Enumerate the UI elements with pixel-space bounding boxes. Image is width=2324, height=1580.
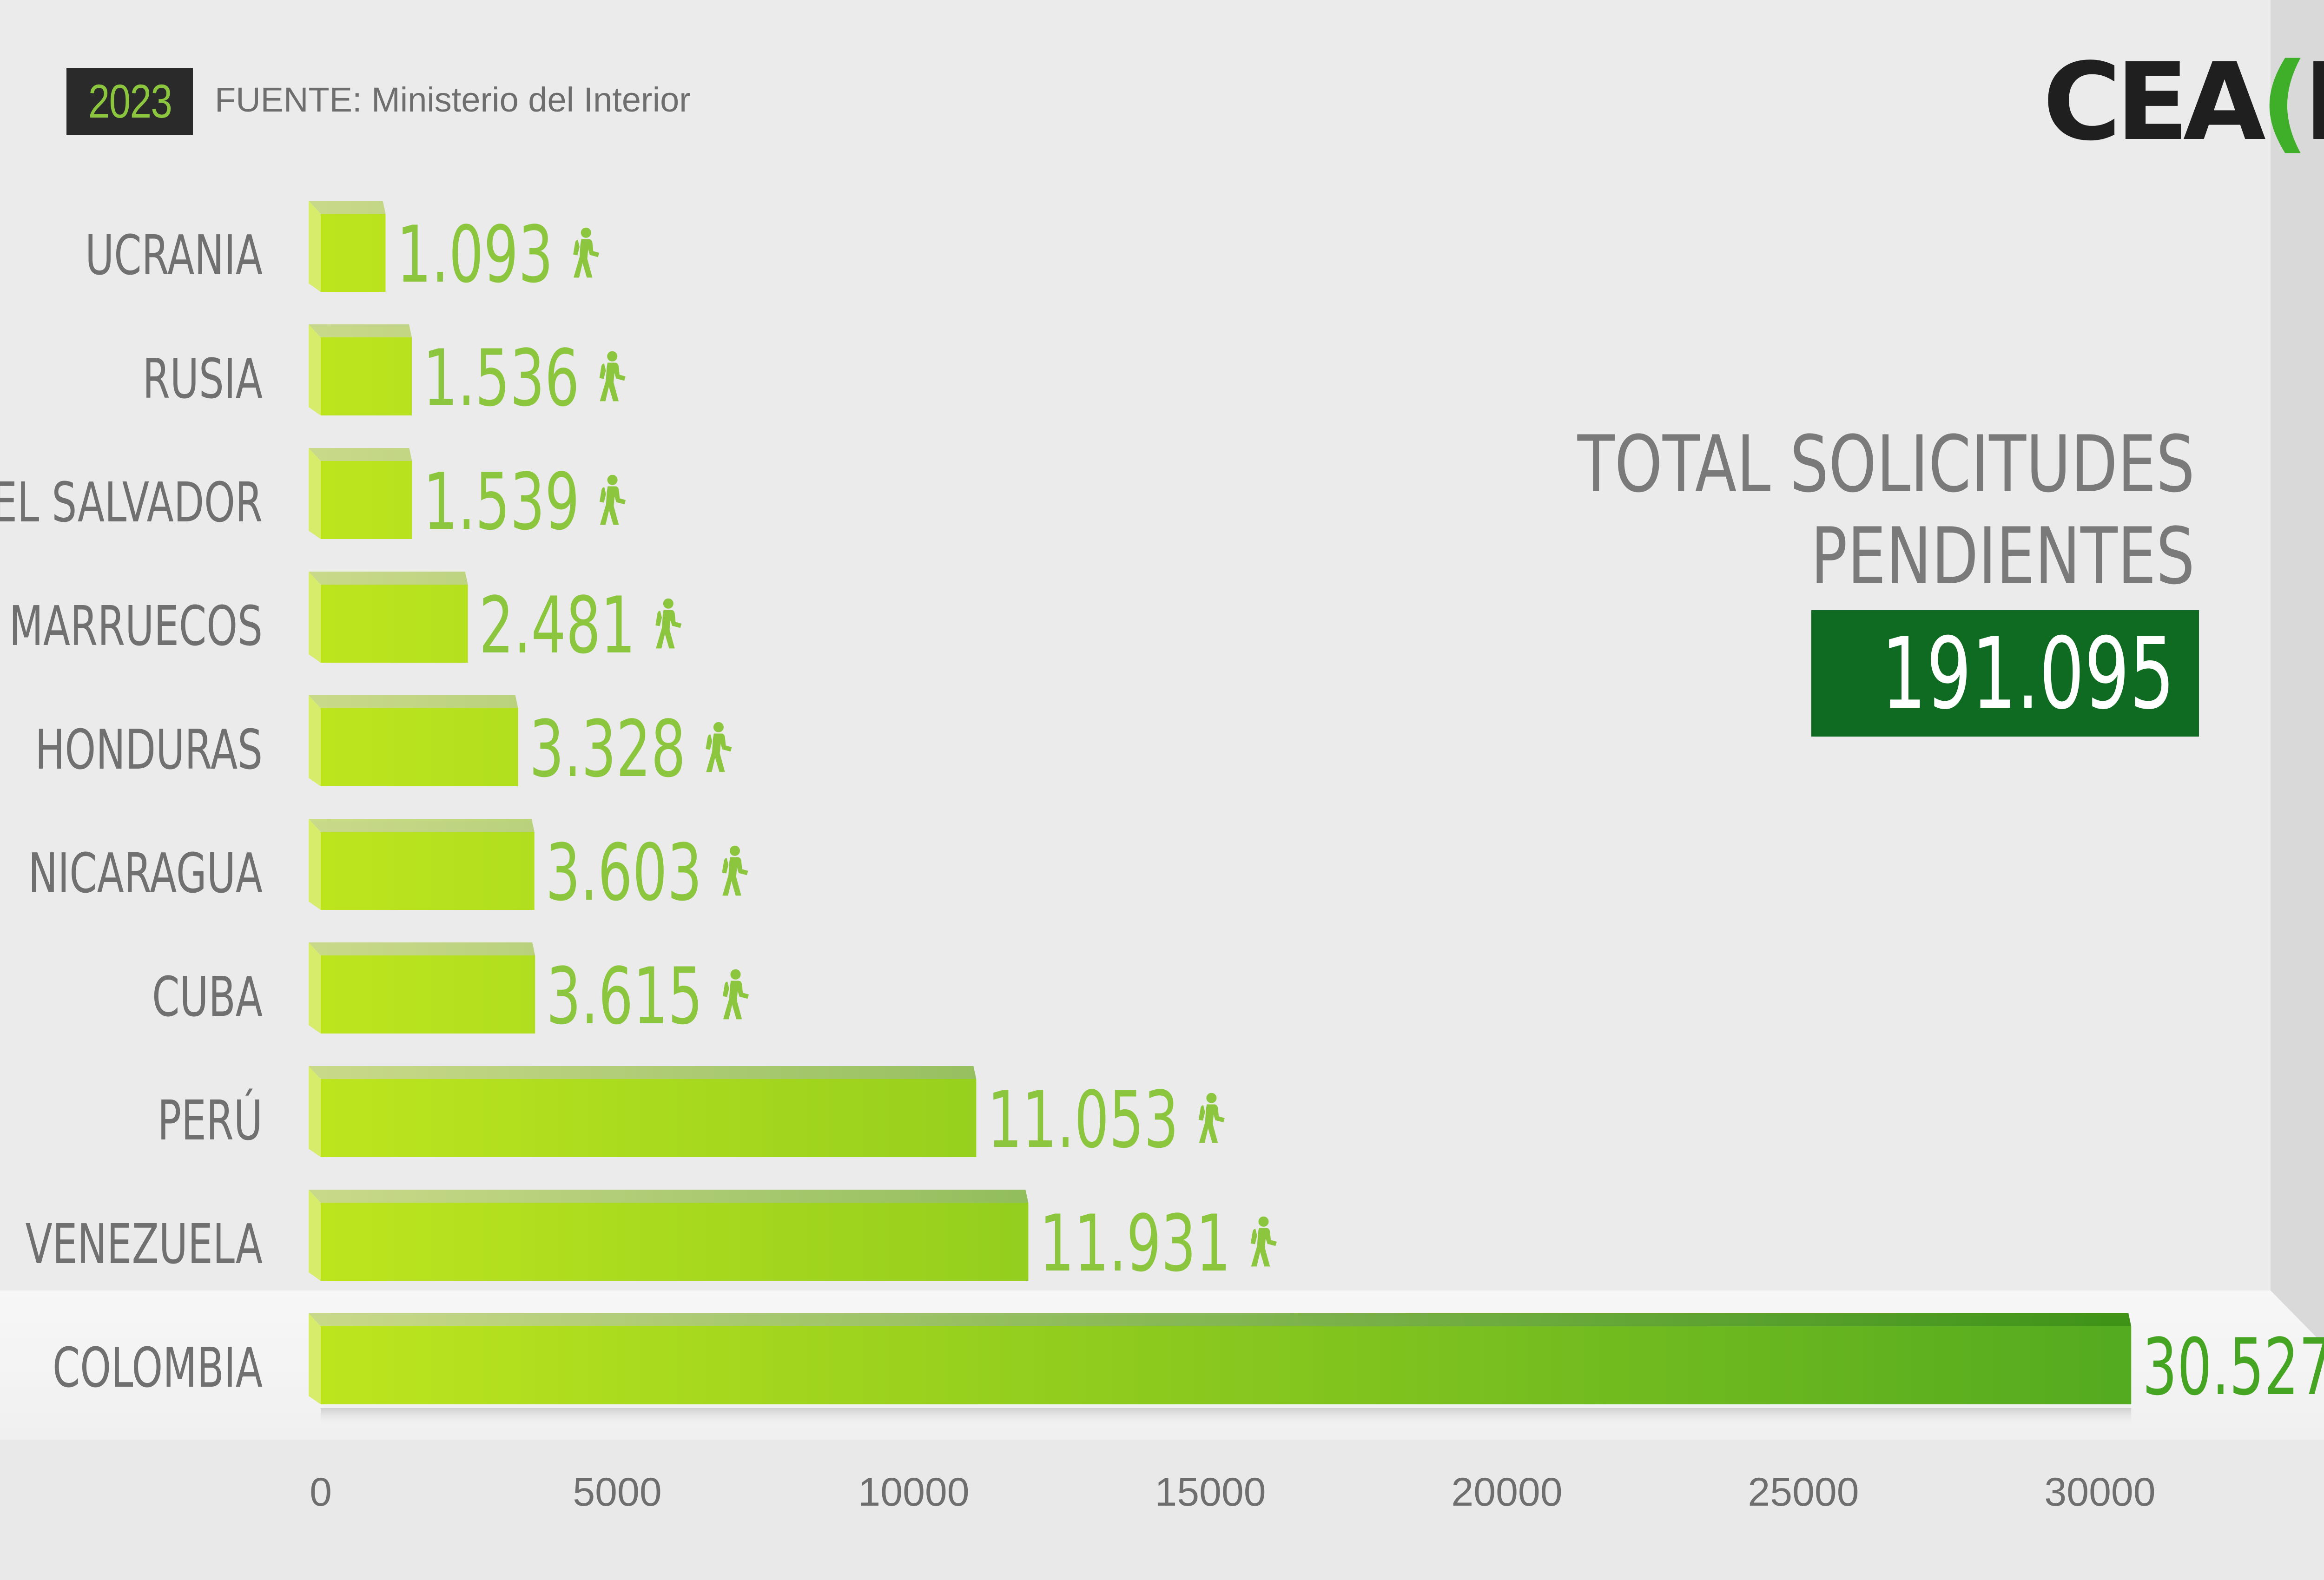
x-tick-label: 10000 [858,1470,969,1514]
total-title: TOTAL SOLICITUDES PENDIENTES [1578,418,2195,602]
bar [321,708,518,786]
value-label: 11.053 [987,1075,1178,1166]
bar-side [309,201,321,292]
value-label: 3.615 [546,951,703,1042]
logo-bracket-open: ( [2260,40,2309,165]
bar-shadow [321,1408,2132,1427]
bar [321,214,386,292]
bar [321,1203,1029,1281]
value-label: 3.328 [529,704,686,795]
person-walking-icon [722,969,749,1020]
bar [321,461,412,539]
bar [321,1079,977,1157]
bar [321,585,468,663]
category-label: EL SALVADOR [0,471,263,535]
bar [321,1326,2132,1404]
value-label: 3.603 [546,828,702,919]
bar [321,337,412,415]
x-tick-label: 25000 [1748,1470,1859,1514]
bar-side [309,695,321,786]
category-label: UCRANIA [85,224,263,288]
bars-group: UCRANIA 1.093 RUSIA 1.536 EL SALVADOR 1.539 MA… [0,201,2324,1514]
bar-side [309,448,321,539]
bar [321,955,535,1034]
bar-top [309,1313,2132,1326]
category-label: NICARAGUA [28,842,263,906]
bar-top [309,1190,1029,1203]
cear-logo: CEA(R) [2043,49,2324,156]
bar-side [309,572,321,663]
total-title-line1: TOTAL SOLICITUDES [1577,419,2195,510]
person-walking-icon [573,227,600,278]
x-tick-label: 30000 [2044,1470,2155,1514]
value-label: 1.539 [423,457,580,548]
x-tick-label: 5000 [573,1470,661,1514]
bar-side [309,1313,321,1404]
source-label: FUENTE: Ministerio del Interior [215,80,691,119]
bar-top [309,572,468,585]
bar-top [309,695,518,708]
axis-band [0,1440,2324,1580]
person-walking-icon [722,845,748,896]
bar-top [309,1066,977,1079]
person-walking-icon [599,351,626,402]
x-tick-label: 20000 [1451,1470,1562,1514]
bar-side [309,324,321,415]
bar-top [309,942,535,955]
value-label: 2.481 [479,580,636,672]
total-box: 191.095 [1811,610,2199,737]
person-walking-icon [655,598,682,649]
bar [321,832,535,910]
x-tick-label: 0 [310,1470,332,1514]
bar-side [309,942,321,1034]
bar-top [309,201,386,214]
value-label: 11.931 [1039,1198,1230,1290]
category-label: PERÚ [158,1088,263,1153]
category-label: MARRUECOS [9,595,263,658]
logo-text: CEA [2043,40,2266,165]
category-label: COLOMBIA [53,1336,263,1400]
total-value: 191.095 [1881,616,2175,731]
bar-side [309,1066,321,1157]
category-label: CUBA [152,966,263,1029]
person-walking-icon [1198,1093,1225,1143]
year-badge: 2023 [66,68,193,135]
x-tick-label: 15000 [1155,1470,1266,1514]
value-label: 1.536 [423,333,580,424]
logo-letter: R [2304,40,2324,165]
person-walking-icon [1250,1216,1277,1267]
bar-top [309,448,412,461]
person-walking-icon [600,474,626,525]
bar-top [309,819,535,832]
person-walking-icon [706,722,732,772]
bar-side [309,819,321,910]
category-label: RUSIA [143,348,263,411]
value-label: 1.093 [396,210,553,301]
category-label: VENEZUELA [26,1213,263,1277]
value-label: 30.527 [2142,1322,2324,1413]
category-label: HONDURAS [35,718,263,782]
year-label: 2023 [88,74,172,128]
bar-top [309,324,412,337]
total-title-line2: PENDIENTES [1810,511,2195,602]
right-wall [2271,0,2324,1345]
bar-side [309,1190,321,1281]
